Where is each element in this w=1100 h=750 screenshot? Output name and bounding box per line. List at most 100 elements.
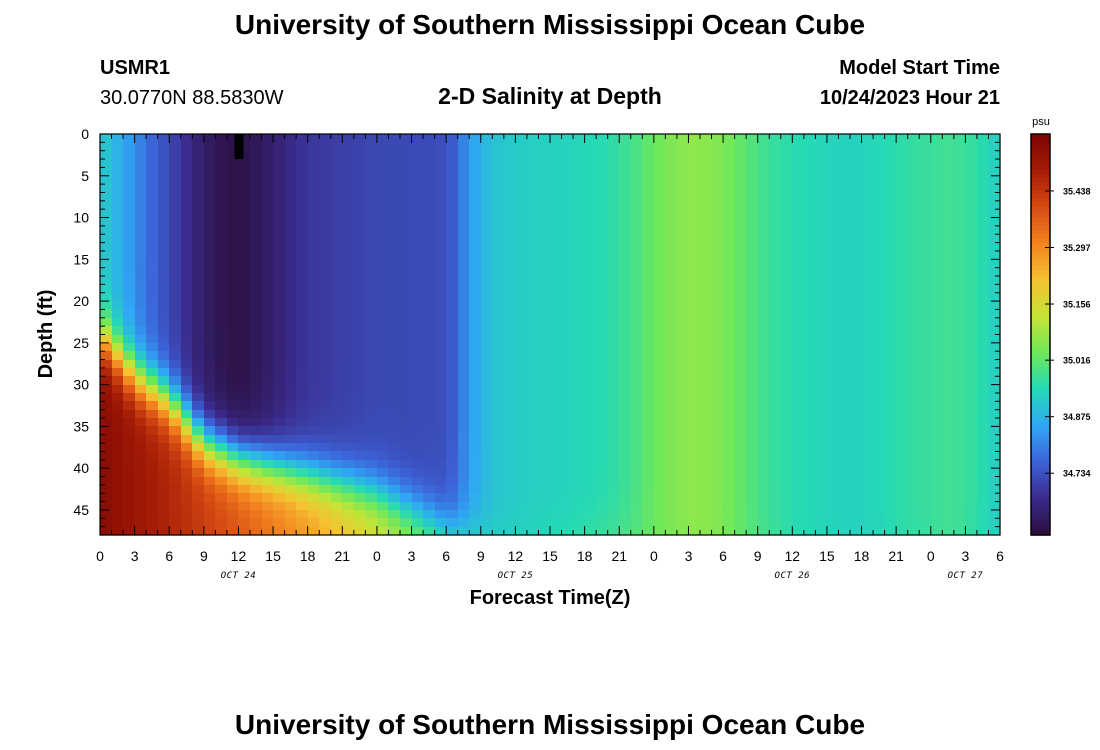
- heatmap-cell: [135, 493, 147, 503]
- colorbar-segment: [1031, 310, 1050, 316]
- heatmap-cell: [942, 326, 955, 336]
- heatmap-cell: [308, 142, 320, 152]
- heatmap-cell: [562, 284, 574, 294]
- heatmap-cell: [458, 226, 470, 235]
- heatmap-cell: [654, 393, 666, 402]
- heatmap-cell: [769, 134, 782, 143]
- heatmap-cell: [619, 410, 632, 419]
- heatmap-cell: [273, 159, 286, 168]
- heatmap-cell: [815, 493, 828, 503]
- heatmap-cell: [308, 184, 320, 193]
- heatmap-cell: [988, 226, 1001, 235]
- heatmap-cell: [619, 201, 632, 210]
- heatmap-cell: [262, 351, 274, 361]
- heatmap-cell: [112, 468, 124, 478]
- heatmap-cell: [746, 485, 759, 494]
- heatmap-cell: [342, 192, 355, 202]
- heatmap-cell: [308, 192, 320, 202]
- heatmap-cell: [677, 468, 689, 478]
- heatmap-cell: [804, 368, 816, 377]
- heatmap-cell: [412, 201, 424, 210]
- heatmap-cell: [654, 309, 666, 319]
- heatmap-cell: [342, 410, 355, 419]
- heatmap-cell: [654, 134, 666, 143]
- heatmap-cell: [700, 502, 713, 511]
- heatmap-cell: [354, 176, 366, 185]
- heatmap-cell: [723, 293, 736, 302]
- heatmap-cell: [631, 259, 643, 269]
- heatmap-cell: [435, 493, 447, 503]
- heatmap-cell: [215, 468, 228, 478]
- heatmap-cell: [700, 493, 713, 503]
- heatmap-cell: [562, 243, 574, 252]
- heatmap-cell: [677, 167, 689, 177]
- heatmap-cell: [631, 142, 643, 152]
- heatmap-cell: [262, 209, 274, 219]
- heatmap-cell: [123, 184, 136, 193]
- heatmap-cell: [908, 443, 920, 452]
- heatmap-cell: [238, 485, 251, 494]
- heatmap-cell: [781, 518, 793, 528]
- heatmap-cell: [758, 209, 770, 219]
- heatmap-cell: [954, 293, 966, 302]
- heatmap-cell: [504, 259, 516, 269]
- heatmap-cell: [908, 418, 920, 427]
- colorbar-segment: [1031, 450, 1050, 456]
- heatmap-cell: [781, 251, 793, 260]
- heatmap-cell: [654, 351, 666, 361]
- heatmap-cell: [492, 259, 505, 269]
- heatmap-cell: [527, 243, 539, 252]
- heatmap-cell: [458, 268, 470, 277]
- heatmap-cell: [677, 192, 689, 202]
- heatmap-cell: [388, 360, 401, 369]
- heatmap-cell: [262, 251, 274, 260]
- heatmap-cell: [862, 518, 874, 528]
- heatmap-cell: [596, 410, 609, 419]
- heatmap-cell: [677, 343, 689, 352]
- heatmap-cell: [354, 527, 366, 536]
- heatmap-cell: [608, 201, 620, 210]
- heatmap-cell: [862, 142, 874, 152]
- heatmap-cell: [215, 435, 228, 444]
- heatmap-cell: [758, 527, 770, 536]
- heatmap-cell: [215, 527, 228, 536]
- heatmap-cell: [492, 276, 505, 285]
- heatmap-cell: [308, 284, 320, 294]
- heatmap-cell: [746, 510, 759, 519]
- heatmap-cell: [908, 510, 920, 519]
- colorbar-segment: [1031, 326, 1050, 332]
- heatmap-cell: [700, 376, 713, 386]
- colorbar-segment: [1031, 230, 1050, 235]
- heatmap-cell: [919, 326, 932, 336]
- heatmap-cell: [527, 268, 539, 277]
- heatmap-cell: [365, 485, 378, 494]
- salinity-heatmap: [100, 134, 1001, 536]
- heatmap-cell: [908, 451, 920, 461]
- heatmap-cell: [619, 209, 632, 219]
- heatmap-cell: [573, 176, 586, 185]
- heatmap-cell: [238, 201, 251, 210]
- heatmap-cell: [412, 192, 424, 202]
- heatmap-cell: [562, 426, 574, 436]
- heatmap-cell: [527, 151, 539, 160]
- x-tick-label: 21: [611, 548, 627, 564]
- heatmap-cell: [908, 343, 920, 352]
- heatmap-cell: [458, 192, 470, 202]
- heatmap-cell: [746, 410, 759, 419]
- heatmap-cell: [296, 477, 309, 486]
- heatmap-cell: [862, 485, 874, 494]
- heatmap-cell: [377, 376, 389, 386]
- heatmap-cell: [596, 502, 609, 511]
- heatmap-cell: [469, 393, 482, 402]
- heatmap-cell: [331, 393, 343, 402]
- heatmap-cell: [204, 527, 216, 536]
- heatmap-cell: [100, 368, 113, 377]
- heatmap-cell: [412, 142, 424, 152]
- heatmap-cell: [100, 209, 113, 219]
- heatmap-cell: [342, 518, 355, 528]
- heatmap-cell: [942, 259, 955, 269]
- heatmap-cell: [838, 401, 851, 411]
- heatmap-cell: [977, 276, 989, 285]
- heatmap-cell: [608, 226, 620, 235]
- heatmap-cell: [631, 251, 643, 260]
